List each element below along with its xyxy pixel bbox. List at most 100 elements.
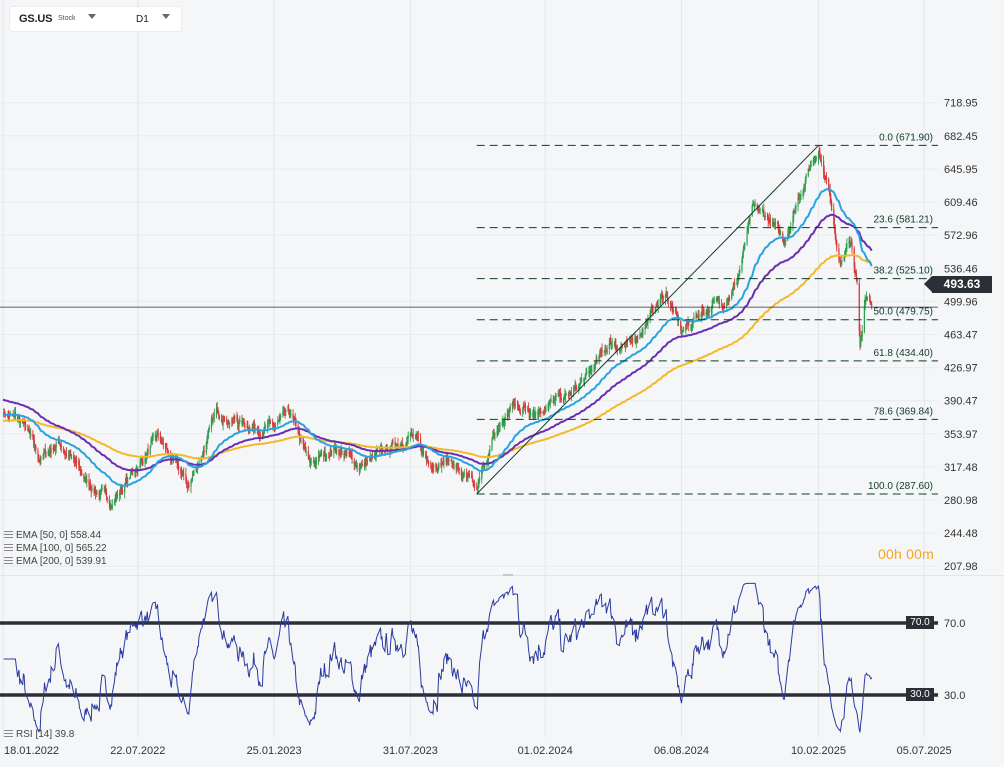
candle-body bbox=[586, 371, 588, 374]
indicator-legend-ema100[interactable]: EMA [100, 0] 565.22 bbox=[4, 542, 107, 555]
rsi-legend-label: RSI [14] 39.8 bbox=[16, 729, 75, 740]
candle-body bbox=[466, 475, 468, 478]
candle-body bbox=[499, 425, 501, 426]
candle-body bbox=[680, 321, 682, 330]
candle-body bbox=[288, 408, 290, 410]
candle-body bbox=[529, 413, 531, 416]
candle-body bbox=[313, 462, 315, 464]
candle-body bbox=[737, 276, 739, 279]
candle-body bbox=[226, 423, 229, 425]
fib-level-label: 50.0 (479.75) bbox=[874, 307, 934, 318]
candle-body bbox=[621, 346, 623, 349]
candle-body bbox=[447, 457, 449, 461]
candle-body bbox=[131, 470, 133, 473]
symbol-toolbar[interactable]: GS.US Stock D1 bbox=[10, 7, 181, 31]
indicator-settings-icon[interactable] bbox=[4, 531, 13, 539]
interval-dropdown-chevron-icon[interactable] bbox=[162, 14, 170, 19]
candle-body bbox=[344, 455, 346, 457]
candle-body bbox=[420, 446, 422, 452]
candle-body bbox=[824, 177, 826, 178]
candle-body bbox=[324, 451, 326, 456]
candle-body bbox=[734, 283, 736, 285]
indicator-legend-ema200[interactable]: EMA [200, 0] 539.91 bbox=[4, 555, 107, 568]
candle-body bbox=[283, 409, 285, 412]
candle-body bbox=[575, 384, 577, 386]
candle-body bbox=[859, 330, 861, 347]
candle-body bbox=[860, 336, 863, 339]
candle-body bbox=[677, 320, 680, 322]
candle-body bbox=[104, 487, 106, 489]
candle-body bbox=[589, 370, 591, 373]
candle-body bbox=[63, 450, 65, 454]
indicator-settings-icon[interactable] bbox=[4, 544, 13, 552]
candle-body bbox=[430, 465, 432, 467]
candle-body bbox=[591, 369, 593, 372]
rsi-legend[interactable]: RSI [14] 39.8 bbox=[4, 728, 74, 741]
candle-body bbox=[330, 449, 332, 452]
candle-body bbox=[69, 455, 71, 457]
indicator-settings-icon[interactable] bbox=[4, 557, 13, 565]
candle-body bbox=[785, 239, 787, 242]
candle-body bbox=[519, 409, 521, 412]
candle-body bbox=[124, 485, 126, 493]
candle-body bbox=[237, 424, 239, 426]
candle-body bbox=[833, 209, 835, 225]
candle-body bbox=[221, 421, 223, 424]
candle-body bbox=[788, 231, 790, 234]
pane-resize-handle[interactable] bbox=[503, 574, 513, 576]
candle-body bbox=[96, 492, 98, 494]
candle-body bbox=[140, 459, 143, 461]
candle-body bbox=[645, 320, 648, 325]
candle-body bbox=[433, 465, 435, 468]
candle-body bbox=[113, 500, 116, 503]
candle-body bbox=[211, 418, 213, 423]
indicator-legend-ema50[interactable]: EMA [50, 0] 558.44 bbox=[4, 529, 107, 542]
candle-body bbox=[450, 459, 452, 461]
candle-body bbox=[855, 272, 857, 278]
candle-body bbox=[462, 472, 465, 476]
candle-body bbox=[836, 240, 838, 248]
x-tick-label: 25.01.2023 bbox=[247, 745, 302, 757]
candle-body bbox=[656, 305, 659, 307]
candle-body bbox=[702, 311, 704, 313]
candle-body bbox=[202, 451, 205, 454]
candle-body bbox=[753, 204, 755, 206]
candle-body bbox=[494, 433, 496, 436]
candle-body bbox=[340, 450, 342, 453]
candle-body bbox=[763, 216, 766, 218]
candle-body bbox=[708, 310, 710, 313]
candle-body bbox=[484, 466, 486, 467]
candle-body bbox=[634, 339, 636, 341]
candle-body bbox=[251, 428, 253, 429]
symbol-label[interactable]: GS.US bbox=[19, 13, 53, 25]
candle-body bbox=[773, 222, 775, 225]
candle-body bbox=[49, 450, 51, 452]
candle-body bbox=[552, 400, 554, 403]
candle-body bbox=[733, 282, 735, 287]
candle-body bbox=[400, 444, 402, 447]
candle-body bbox=[437, 467, 439, 472]
candle-body bbox=[319, 455, 321, 457]
candle-body bbox=[512, 403, 514, 405]
candle-body bbox=[594, 363, 597, 366]
candle-body bbox=[608, 343, 610, 350]
candle-body bbox=[231, 419, 233, 423]
candle-body bbox=[228, 421, 230, 424]
candle-body bbox=[452, 463, 454, 467]
candle-body bbox=[818, 151, 820, 154]
candle-body bbox=[527, 408, 529, 410]
symbol-dropdown-chevron-icon[interactable] bbox=[88, 14, 96, 19]
candle-body bbox=[62, 449, 65, 452]
candle-body bbox=[49, 450, 51, 453]
candle-body bbox=[805, 174, 807, 179]
candle-body bbox=[355, 465, 358, 467]
candle-body bbox=[353, 460, 355, 465]
candle-body bbox=[616, 346, 618, 350]
candle-body bbox=[538, 411, 540, 413]
candle-body bbox=[829, 189, 831, 198]
interval-selector[interactable]: D1 bbox=[136, 14, 149, 25]
candle-body bbox=[161, 441, 163, 442]
indicator-settings-icon[interactable] bbox=[4, 730, 13, 738]
candle-body bbox=[259, 434, 261, 437]
